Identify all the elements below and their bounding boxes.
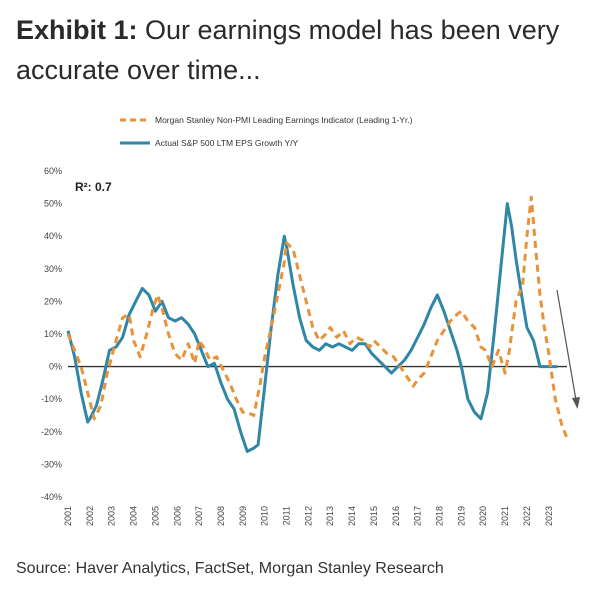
series-line-actual [66, 202, 558, 453]
y-tick-label: -40% [41, 492, 62, 502]
x-tick-label: 2002 [85, 506, 95, 526]
series-line-indicator [66, 195, 570, 443]
y-axis-ticks: -40% -30% -20% -10% 0% 10% 20% 30% 40% 50% 60% [41, 166, 62, 502]
x-axis-ticks: 2001 2002 2003 2004 2005 2006 2007 2008 2009 2010… [63, 506, 554, 526]
x-tick-label: 2017 [413, 506, 423, 526]
x-tick-label: 2016 [391, 506, 401, 526]
r-squared-annotation: R²: 0.7 [75, 180, 112, 194]
y-tick-label: 50% [44, 199, 62, 209]
x-tick-label: 2023 [544, 506, 554, 526]
trend-arrow [556, 289, 580, 409]
x-tick-label: 2006 [172, 506, 182, 526]
x-tick-label: 2007 [194, 506, 204, 526]
trend-arrow-shaft [556, 289, 577, 401]
x-tick-label: 2011 [282, 506, 292, 525]
y-tick-label: 60% [44, 166, 62, 176]
x-tick-label: 2015 [369, 506, 379, 526]
trend-arrow-head [572, 397, 580, 409]
y-tick-label: 30% [44, 264, 62, 274]
series-layer [66, 195, 570, 453]
title-text: Our earnings model has been very accurat… [16, 15, 560, 85]
x-tick-label: 2021 [500, 506, 510, 526]
x-tick-label: 2013 [325, 506, 335, 526]
exhibit-label: Exhibit 1: [16, 15, 138, 45]
x-tick-label: 2020 [478, 506, 488, 526]
x-tick-label: 2004 [129, 506, 139, 526]
y-tick-label: -10% [41, 394, 62, 404]
x-tick-label: 2018 [435, 506, 445, 526]
y-tick-label: -30% [41, 459, 62, 469]
x-tick-label: 2009 [238, 506, 248, 526]
x-tick-label: 2005 [150, 506, 160, 526]
y-tick-label: 20% [44, 296, 62, 306]
y-tick-label: 10% [44, 329, 62, 339]
legend: Morgan Stanley Non-PMI Leading Earnings … [120, 115, 413, 148]
source-note: Source: Haver Analytics, FactSet, Morgan… [16, 560, 444, 577]
legend-label-indicator: Morgan Stanley Non-PMI Leading Earnings … [155, 115, 413, 125]
y-tick-label: 40% [44, 231, 62, 241]
x-tick-label: 2010 [260, 506, 270, 526]
chart-title: Exhibit 1: Our earnings model has been v… [16, 10, 586, 90]
x-tick-label: 2001 [63, 506, 73, 526]
x-tick-label: 2003 [107, 506, 117, 526]
x-tick-label: 2014 [347, 506, 357, 526]
legend-label-actual: Actual S&P 500 LTM EPS Growth Y/Y [155, 138, 298, 148]
y-tick-label: -20% [41, 427, 62, 437]
x-tick-label: 2008 [216, 506, 226, 526]
y-tick-label: 0% [49, 362, 62, 372]
x-tick-label: 2022 [522, 506, 532, 526]
x-tick-label: 2012 [303, 506, 313, 526]
x-tick-label: 2019 [456, 506, 466, 526]
